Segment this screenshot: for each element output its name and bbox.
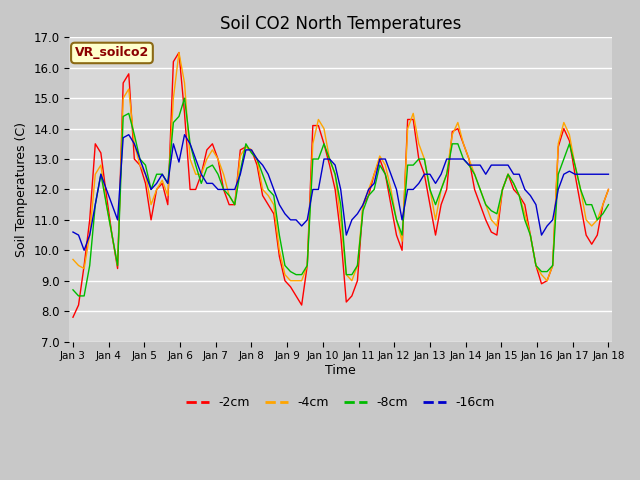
Legend: -2cm, -4cm, -8cm, -16cm: -2cm, -4cm, -8cm, -16cm [181,391,500,414]
Y-axis label: Soil Temperatures (C): Soil Temperatures (C) [15,122,28,257]
Text: VR_soilco2: VR_soilco2 [75,47,149,60]
X-axis label: Time: Time [325,364,356,377]
Title: Soil CO2 North Temperatures: Soil CO2 North Temperatures [220,15,461,33]
